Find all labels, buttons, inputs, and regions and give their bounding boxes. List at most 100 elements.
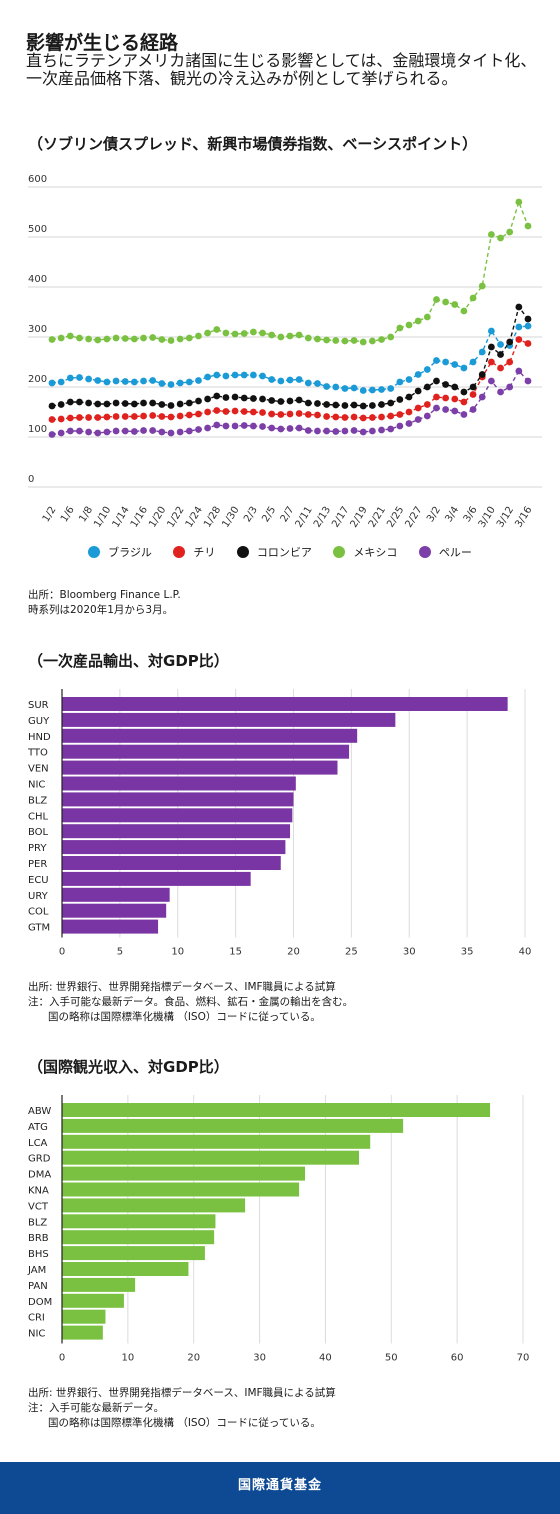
series-ブラジル-point — [405, 376, 413, 383]
series-メキシコ-point — [387, 333, 395, 341]
series-メキシコ-point — [332, 337, 340, 344]
bar-NIC — [62, 1325, 103, 1340]
series-チリ-point — [185, 411, 193, 419]
legend-label-peru: ペルー — [438, 546, 472, 559]
series-ペルー-point — [341, 427, 349, 435]
x-tick-label: 40 — [319, 1353, 332, 1364]
series-ブラジル-point — [167, 381, 175, 388]
series-メキシコ-point — [167, 337, 175, 344]
series-メキシコ-point — [121, 335, 129, 342]
series-チリ-point — [469, 391, 477, 398]
series-コロンビア-point — [323, 401, 331, 408]
bar-BOL — [62, 824, 291, 839]
series-メキシコ-point — [48, 336, 56, 343]
series-コロンビア-point — [515, 303, 523, 311]
series-メキシコ-point — [341, 337, 349, 345]
series-コロンビア-point — [85, 399, 93, 407]
x-tick-label: 1/30 — [220, 505, 241, 530]
series-ブラジル-point — [240, 371, 248, 379]
x-tick-label: 0 — [59, 947, 65, 958]
series-メキシコ-point — [460, 307, 468, 315]
category-label: BHS — [28, 1249, 49, 1260]
bar-CHL — [62, 808, 293, 823]
series-ペルー-point — [121, 427, 129, 435]
series-コロンビア-point — [48, 402, 56, 410]
series-ブラジル-point — [323, 383, 331, 390]
series-チリ-point — [268, 410, 276, 418]
series-コロンビア-point — [368, 402, 376, 409]
series-コロンビア-point — [469, 383, 477, 391]
series-コロンビア-point — [222, 394, 230, 401]
series-チリ-point — [231, 407, 239, 415]
series-コロンビア-point — [57, 401, 65, 408]
series-コロンビア-point — [231, 393, 239, 401]
series-チリ-point — [442, 394, 450, 402]
x-tick-label: 20 — [287, 947, 300, 958]
series-コロンビア-point — [387, 399, 395, 407]
series-ブラジル-point — [66, 374, 74, 382]
x-tick-label: 30 — [403, 947, 416, 958]
series-コロンビア-point — [524, 315, 532, 323]
series-ブラジル-point — [85, 375, 93, 383]
series-メキシコ-point — [478, 282, 486, 290]
x-tick-label: 50 — [385, 1353, 398, 1364]
series-ブラジル-point — [414, 371, 422, 378]
series-メキシコ-point — [240, 330, 248, 337]
series-ブラジル-point — [368, 386, 376, 394]
series-ペルー-point — [76, 427, 83, 435]
bar-ECU — [62, 871, 251, 886]
series-チリ-point — [497, 364, 504, 372]
category-label: URY — [28, 891, 49, 902]
series-ブラジル-point — [350, 384, 358, 392]
bar-KNA — [62, 1182, 300, 1197]
y-tick-label: 500 — [28, 224, 47, 235]
series-ペルー-point — [368, 427, 376, 435]
series-メキシコ-point — [368, 337, 376, 345]
series-メキシコ-point — [94, 336, 102, 344]
series-ブラジル-point — [304, 379, 312, 387]
category-label: COL — [28, 907, 49, 918]
series-コロンビア-point — [204, 395, 212, 403]
x-tick-label: 2/11 — [294, 505, 315, 530]
series-ブラジル-point — [524, 322, 532, 330]
sovereign-spread-line-chart: 0 100 200 300 400 500 600 1/2 1/6 1/81/101/141/16… — [28, 174, 542, 530]
tourism-receipts-bar-chart: 0 10 20 30 40 50 60 70 ABW ATG LCA GRD DMA KNA VCT BLZ B… — [27, 1095, 529, 1364]
series-ブラジル-point — [57, 378, 65, 386]
x-tick-label: 1/28 — [202, 505, 223, 530]
category-label: ATG — [28, 1122, 48, 1133]
series-チリ-point — [130, 413, 138, 420]
bar-GRD — [62, 1150, 360, 1165]
series-コロンビア-point — [396, 396, 404, 403]
category-label: BLZ — [28, 1217, 47, 1228]
series-ペルー-point — [231, 422, 239, 430]
bar-DMA — [62, 1166, 306, 1181]
bar-VEN — [62, 760, 338, 775]
series-ペルー-point — [149, 427, 157, 434]
bar-PER — [62, 856, 281, 870]
category-label: KNA — [28, 1186, 49, 1197]
series-コロンビア-point — [314, 400, 321, 407]
series-コロンビア-point — [176, 400, 184, 408]
series-メキシコ-point — [130, 335, 138, 343]
x-tick-label: 3/6 — [462, 505, 480, 524]
series-コロンビア-point — [451, 383, 459, 391]
series-メキシコ-point — [414, 317, 422, 325]
series-チリ-point — [167, 413, 175, 421]
series-コロンビア-point — [268, 397, 276, 404]
series-ペルー-point — [506, 383, 514, 391]
bar-CRI — [62, 1309, 106, 1324]
series-ペルー-point — [103, 428, 111, 436]
series-メキシコ-point — [451, 301, 459, 308]
series-メキシコ-point — [487, 231, 495, 238]
series-メキシコ-point — [259, 329, 266, 337]
series-ブラジル-point — [497, 341, 504, 348]
category-label: VCT — [28, 1201, 49, 1212]
series-ブラジル-point — [204, 373, 212, 381]
series-ブラジル-point — [341, 385, 349, 392]
series-メキシコ-point — [185, 334, 193, 342]
category-label: LCA — [28, 1138, 48, 1149]
series-コロンビア-point — [158, 401, 166, 408]
series-ブラジル-point — [277, 377, 285, 385]
series-コロンビア-point — [249, 395, 257, 402]
series-メキシコ-point — [442, 298, 450, 306]
